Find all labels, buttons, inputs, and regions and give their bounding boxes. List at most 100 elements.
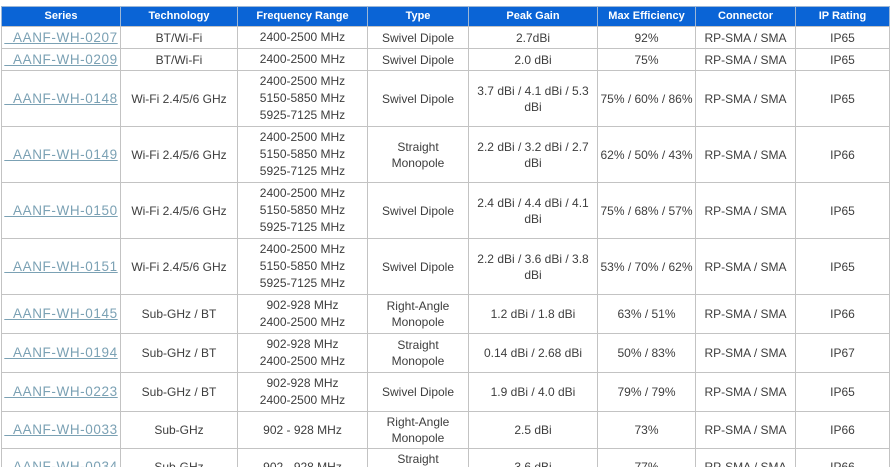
cell-connector: RP-SMA / SMA [695, 372, 796, 412]
frequency-line: 5150-5850 MHz [259, 91, 346, 105]
cell-ip-rating: IP65 [795, 372, 890, 412]
cell-type: Right-Angle Monopole [367, 294, 469, 334]
cell-type: Straight Monopole [367, 126, 469, 183]
series-link[interactable]: AANF-WH-0145 [12, 306, 118, 321]
column-header-type: Type [367, 6, 469, 27]
cell-technology: Sub-GHz [120, 448, 238, 467]
cell-ip-rating: IP66 [795, 411, 890, 449]
cell-frequency: 902-928 MHz 2400-2500 MHz [237, 333, 368, 373]
frequency-line: 902 - 928 MHz [263, 459, 342, 467]
cell-technology: Sub-GHz / BT [120, 333, 238, 373]
cell-max-efficiency: 75% / 60% / 86% [597, 70, 696, 127]
frequency-line: 2400-2500 MHz [259, 30, 346, 44]
cell-type: Swivel Dipole [367, 26, 469, 49]
cell-max-efficiency: 75% / 68% / 57% [597, 182, 696, 239]
cell-series: AANF-WH-0150 [1, 182, 121, 239]
cell-frequency: 902 - 928 MHz [237, 411, 368, 449]
cell-frequency: 2400-2500 MHz 5150-5850 MHz 5925-7125 MHz [237, 70, 368, 127]
cell-connector: RP-SMA / SMA [695, 238, 796, 295]
cell-connector: RP-SMA / SMA [695, 70, 796, 127]
series-link[interactable]: AANF-WH-0034 [12, 459, 118, 467]
cell-connector: RP-SMA / SMA [695, 448, 796, 467]
series-link[interactable]: AANF-WH-0149 [12, 146, 118, 162]
table-row: AANF-WH-0148 Wi-Fi 2.4/5/6 GHz 2400-2500 M… [1, 70, 890, 127]
cell-technology: Wi-Fi 2.4/5/6 GHz [120, 238, 238, 295]
cell-technology: BT/Wi-Fi [120, 48, 238, 71]
series-link[interactable]: AANF-WH-0033 [12, 422, 118, 437]
frequency-line: 5925-7125 MHz [259, 276, 346, 290]
cell-type: Swivel Dipole [367, 372, 469, 412]
cell-ip-rating: IP67 [795, 333, 890, 373]
series-link[interactable]: AANF-WH-0150 [12, 202, 118, 218]
series-link[interactable]: AANF-WH-0207 [12, 29, 118, 45]
cell-peak-gain: 2.0 dBi [468, 48, 598, 71]
frequency-line: 2400-2500 MHz [259, 186, 346, 200]
cell-frequency: 2400-2500 MHz 5150-5850 MHz 5925-7125 MHz [237, 238, 368, 295]
column-header-technology: Technology [120, 6, 238, 27]
cell-type: Right-Angle Monopole [367, 411, 469, 449]
cell-series: AANF-WH-0149 [1, 126, 121, 183]
column-header-peak-gain: Peak Gain [468, 6, 598, 27]
series-link[interactable]: AANF-WH-0148 [12, 90, 118, 106]
cell-max-efficiency: 62% / 50% / 43% [597, 126, 696, 183]
cell-peak-gain: 2.5 dBi [468, 411, 598, 449]
cell-peak-gain: 2.2 dBi / 3.2 dBi / 2.7 dBi [468, 126, 598, 183]
cell-ip-rating: IP65 [795, 70, 890, 127]
cell-connector: RP-SMA / SMA [695, 26, 796, 49]
table-row: AANF-WH-0209 BT/Wi-Fi 2400-2500 MHz Swivel … [1, 48, 890, 71]
table-row: AANF-WH-0033 Sub-GHz 902 - 928 MHz Right-An… [1, 411, 890, 449]
cell-max-efficiency: 75% [597, 48, 696, 71]
cell-connector: RP-SMA / SMA [695, 182, 796, 239]
cell-type: Swivel Dipole [367, 70, 469, 127]
cell-connector: RP-SMA / SMA [695, 333, 796, 373]
frequency-line: 2400-2500 MHz [259, 315, 346, 329]
cell-ip-rating: IP66 [795, 126, 890, 183]
series-link[interactable]: AANF-WH-0209 [12, 51, 118, 67]
cell-max-efficiency: 92% [597, 26, 696, 49]
cell-peak-gain: 2.4 dBi / 4.4 dBi / 4.1 dBi [468, 182, 598, 239]
column-header-connector: Connector [695, 6, 796, 27]
column-header-ip-rating: IP Rating [795, 6, 890, 27]
cell-frequency: 902-928 MHz 2400-2500 MHz [237, 372, 368, 412]
cell-frequency: 2400-2500 MHz [237, 48, 368, 71]
table-row: AANF-WH-0149 Wi-Fi 2.4/5/6 GHz 2400-2500 M… [1, 126, 890, 183]
series-link[interactable]: AANF-WH-0151 [12, 258, 118, 274]
cell-frequency: 902 - 928 MHz [237, 448, 368, 467]
series-link[interactable]: AANF-WH-0194 [12, 345, 118, 360]
table-body: AANF-WH-0207 BT/Wi-Fi 2400-2500 MHz Swivel … [1, 26, 890, 467]
cell-type: Swivel Dipole [367, 238, 469, 295]
frequency-line: 902-928 MHz [266, 337, 339, 351]
cell-frequency: 2400-2500 MHz [237, 26, 368, 49]
cell-type: Straight Monopole [367, 333, 469, 373]
cell-peak-gain: 1.2 dBi / 1.8 dBi [468, 294, 598, 334]
cell-technology: Sub-GHz / BT [120, 294, 238, 334]
frequency-line: 2400-2500 MHz [259, 393, 346, 407]
table-row: AANF-WH-0207 BT/Wi-Fi 2400-2500 MHz Swivel … [1, 26, 890, 49]
cell-technology: Wi-Fi 2.4/5/6 GHz [120, 182, 238, 239]
frequency-line: 2400-2500 MHz [259, 242, 346, 256]
cell-ip-rating: IP66 [795, 294, 890, 334]
cell-ip-rating: IP65 [795, 48, 890, 71]
cell-series: AANF-WH-0145 [1, 294, 121, 334]
cell-series: AANF-WH-0223 [1, 372, 121, 412]
cell-connector: RP-SMA / SMA [695, 48, 796, 71]
frequency-line: 5150-5850 MHz [259, 147, 346, 161]
cell-ip-rating: IP65 [795, 238, 890, 295]
cell-max-efficiency: 50% / 83% [597, 333, 696, 373]
column-header-series: Series [1, 6, 121, 27]
cell-series: AANF-WH-0207 [1, 26, 121, 49]
series-link[interactable]: AANF-WH-0223 [12, 384, 118, 399]
cell-type: Swivel Dipole [367, 48, 469, 71]
cell-ip-rating: IP65 [795, 26, 890, 49]
frequency-line: 2400-2500 MHz [259, 130, 346, 144]
cell-technology: Sub-GHz / BT [120, 372, 238, 412]
cell-series: AANF-WH-0034 [1, 448, 121, 467]
frequency-line: 5925-7125 MHz [259, 108, 346, 122]
table-row: AANF-WH-0223 Sub-GHz / BT 902-928 MHz 2400-… [1, 372, 890, 412]
frequency-line: 902-928 MHz [266, 376, 339, 390]
table-row: AANF-WH-0194 Sub-GHz / BT 902-928 MHz 2400-… [1, 333, 890, 373]
frequency-line: 2400-2500 MHz [259, 354, 346, 368]
cell-series: AANF-WH-0209 [1, 48, 121, 71]
cell-frequency: 902-928 MHz 2400-2500 MHz [237, 294, 368, 334]
cell-peak-gain: 1.9 dBi / 4.0 dBi [468, 372, 598, 412]
